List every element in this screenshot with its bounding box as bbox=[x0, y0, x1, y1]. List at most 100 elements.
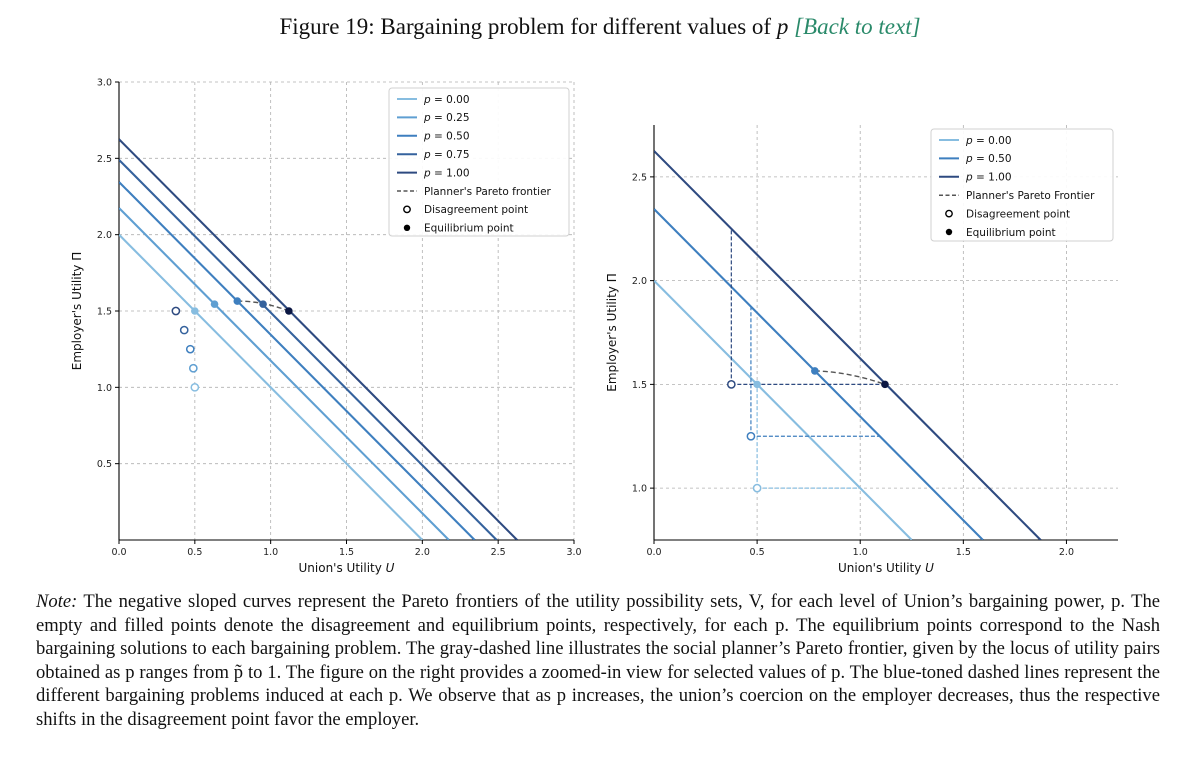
x-tick-label: 0.5 bbox=[750, 547, 765, 558]
x-tick-label: 1.0 bbox=[263, 547, 278, 558]
legend-label-value: = 0.25 bbox=[431, 112, 470, 124]
disagreement-point bbox=[746, 431, 756, 441]
x-tick-label: 1.5 bbox=[339, 547, 354, 558]
x-tick-label: 1.0 bbox=[853, 547, 868, 558]
equilibrium-point bbox=[259, 300, 267, 308]
x-axis-label: Union's Utility U bbox=[838, 561, 934, 575]
legend-handle-hollow-marker bbox=[945, 209, 953, 218]
y-tick-label: 1.0 bbox=[97, 383, 112, 394]
figure-note: Note: The negative sloped curves represe… bbox=[36, 590, 1160, 732]
legend-label: p = 1.00 bbox=[965, 172, 1012, 184]
y-tick-label: 2.0 bbox=[632, 276, 647, 287]
disagreement-point bbox=[185, 344, 195, 354]
legend-label: Equilibrium point bbox=[966, 227, 1056, 239]
legend-label-value: = 0.00 bbox=[973, 135, 1012, 147]
disagreement-point bbox=[171, 306, 181, 316]
frontier-line-050 bbox=[654, 208, 984, 540]
y-tick-label: 3.0 bbox=[97, 78, 112, 89]
figure-title-text: Figure 19: Bargaining problem for differ… bbox=[279, 14, 772, 39]
y-tick-label: 1.0 bbox=[632, 484, 647, 495]
legend-handle-hollow-marker bbox=[403, 205, 411, 214]
legend-label-var: p bbox=[423, 149, 431, 161]
note-text: The negative sloped curves represent the… bbox=[36, 591, 1160, 730]
disagreement-point bbox=[726, 380, 736, 389]
y-axis-label: Employer's Utility Π bbox=[70, 252, 84, 370]
legend-label-var: p bbox=[423, 112, 431, 124]
y-tick-label: 1.5 bbox=[97, 307, 112, 318]
legend-label-var: p bbox=[965, 153, 973, 165]
x-tick-label: 1.5 bbox=[956, 547, 971, 558]
legend-label-value: = 1.00 bbox=[973, 172, 1012, 184]
chart-left: 0.0 0.5 1.0 1.5 2.0 2.5 3.0 0.5 1.0 1.5 2.0 2.5 3.0 U… bbox=[70, 78, 582, 576]
x-tick-label: 0.0 bbox=[111, 547, 126, 558]
frontier-line-100 bbox=[119, 138, 518, 540]
legend-label: Planner's Pareto Frontier bbox=[966, 190, 1095, 202]
legend-label-var: p bbox=[965, 135, 973, 147]
note-label: Note: bbox=[36, 591, 78, 612]
x-tick-label: 2.0 bbox=[415, 547, 430, 558]
x-tick-label: 0.5 bbox=[187, 547, 202, 558]
legend-handle-filled-marker bbox=[403, 224, 411, 231]
legend-label-var: p bbox=[965, 172, 973, 184]
disagreement-point bbox=[179, 325, 189, 335]
y-tick-label: 2.5 bbox=[97, 154, 112, 165]
equilibrium-point bbox=[285, 307, 293, 315]
legend-label-value: = 0.50 bbox=[973, 153, 1012, 165]
legend-box bbox=[388, 87, 570, 237]
figure-title-variable: p bbox=[776, 14, 789, 39]
disagreement-point bbox=[752, 483, 762, 493]
legend-label-var: p bbox=[423, 94, 431, 106]
legend-label: p = 0.00 bbox=[965, 135, 1012, 147]
figure-charts: 0.0 0.5 1.0 1.5 2.0 2.5 3.0 0.5 1.0 1.5 2.0 2.5 3.0 U… bbox=[70, 78, 1118, 576]
chart-right: 0.0 0.5 1.0 1.5 2.0 1.0 1.5 2.0 2.5 Union's Utili… bbox=[605, 125, 1118, 575]
legend-label: Planner's Pareto frontier bbox=[424, 186, 552, 198]
x-axis-label: Union's Utility U bbox=[299, 561, 395, 575]
back-to-text-link[interactable]: [Back to text] bbox=[794, 14, 921, 39]
legend-box bbox=[930, 128, 1114, 242]
legend-label-value: = 0.75 bbox=[431, 149, 470, 161]
y-axis-label: Employer's Utility Π bbox=[605, 273, 619, 391]
planner-pareto-frontier bbox=[814, 370, 886, 386]
x-axis-label-var: U bbox=[925, 561, 934, 575]
legend-label: Disagreement point bbox=[424, 204, 528, 216]
x-tick-label: 2.5 bbox=[491, 547, 506, 558]
legend-label-value: = 0.50 bbox=[431, 131, 470, 143]
frontier-line-050 bbox=[119, 181, 476, 540]
figure-title: Figure 19: Bargaining problem for differ… bbox=[0, 14, 1200, 40]
frontier-line-000 bbox=[119, 233, 424, 540]
equilibrium-point bbox=[753, 380, 761, 389]
y-tick-label: 2.5 bbox=[632, 172, 647, 183]
equilibrium-point bbox=[210, 300, 219, 308]
legend-label: p = 0.50 bbox=[423, 131, 470, 143]
disagreement-point bbox=[190, 382, 200, 392]
legend-label: p = 1.00 bbox=[423, 167, 470, 179]
legend-label-value: = 0.00 bbox=[431, 94, 470, 106]
y-tick-label: 1.5 bbox=[632, 380, 647, 391]
frontier-line-025 bbox=[119, 207, 450, 540]
legend-label: p = 0.50 bbox=[965, 153, 1012, 165]
equilibrium-point bbox=[811, 367, 819, 375]
frontier-line-100 bbox=[654, 150, 1042, 540]
equilibrium-point bbox=[233, 297, 242, 305]
frontier-line-075 bbox=[119, 159, 498, 540]
equilibrium-point bbox=[881, 380, 889, 389]
x-axis-label-var: U bbox=[386, 561, 395, 575]
legend-label: p = 0.25 bbox=[423, 112, 470, 124]
chart-legend: p = 0.00p = 0.25p = 0.50p = 0.75p = 1.00… bbox=[388, 87, 570, 237]
equilibrium-point bbox=[191, 307, 199, 315]
legend-label: p = 0.00 bbox=[423, 94, 470, 106]
x-tick-label: 3.0 bbox=[566, 547, 581, 558]
legend-label: Disagreement point bbox=[966, 208, 1070, 220]
frontier-line-000 bbox=[654, 279, 913, 540]
disagreement-point bbox=[188, 363, 198, 373]
legend-label-var: p bbox=[423, 167, 431, 179]
legend-label-var: p bbox=[423, 131, 431, 143]
legend-label-value: = 1.00 bbox=[431, 167, 470, 179]
y-tick-label: 2.0 bbox=[97, 230, 112, 241]
legend-label: Equilibrium point bbox=[424, 223, 514, 235]
y-tick-label: 0.5 bbox=[97, 459, 112, 470]
legend-label: p = 0.75 bbox=[423, 149, 470, 161]
x-tick-label: 0.0 bbox=[646, 547, 661, 558]
x-tick-label: 2.0 bbox=[1059, 547, 1074, 558]
